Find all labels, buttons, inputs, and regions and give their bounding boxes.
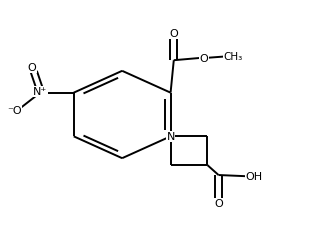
Text: O: O (200, 54, 209, 63)
Text: O: O (169, 29, 178, 39)
Text: OH: OH (246, 171, 263, 181)
Text: O: O (214, 198, 223, 208)
Text: CH₃: CH₃ (223, 52, 243, 62)
Text: N: N (166, 132, 175, 142)
Text: O: O (28, 63, 37, 73)
Text: N⁺: N⁺ (33, 87, 47, 97)
Text: ⁻O: ⁻O (7, 106, 22, 116)
